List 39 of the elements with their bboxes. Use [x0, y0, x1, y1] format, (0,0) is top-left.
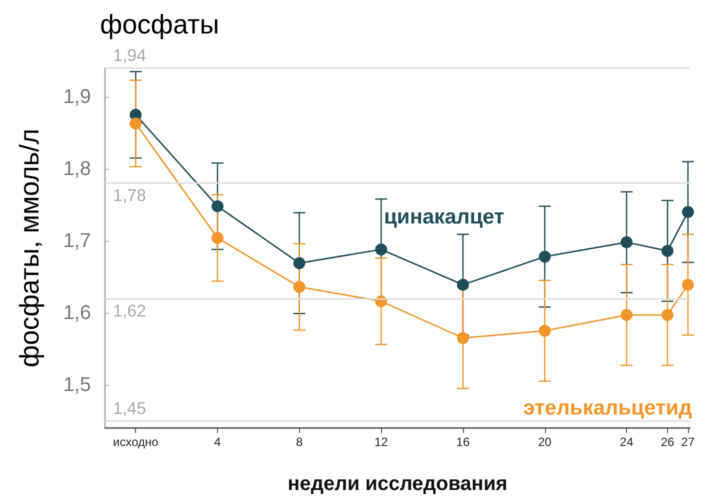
series-label: цинакалцет	[384, 206, 504, 228]
x-tick-label: 26	[660, 435, 674, 449]
y-axis-title: фосфаты, ммоль/л	[14, 128, 44, 368]
point	[682, 278, 694, 291]
y-tick-label: 1,8	[63, 158, 91, 180]
y-tick-label: 1,7	[63, 230, 91, 252]
x-tick-label: исходно	[113, 435, 159, 449]
x-tick-label: 20	[538, 435, 552, 449]
text: этелькальцетид	[523, 396, 692, 420]
point	[375, 243, 388, 256]
point	[293, 257, 306, 270]
point	[620, 236, 633, 248]
point	[682, 206, 694, 218]
y-tick-label: 1,6	[63, 302, 91, 324]
y-tick-label: 1,5	[63, 374, 91, 396]
x-tick-label: 8	[296, 435, 303, 449]
ref-line-label: 1,78	[113, 186, 146, 206]
point	[212, 232, 224, 244]
point	[212, 200, 224, 212]
point	[130, 117, 142, 130]
x-tick-label: 12	[374, 435, 388, 449]
ref-line-label: 1,94	[113, 46, 146, 65]
point	[293, 280, 306, 293]
ref-line-label: 1,45	[113, 398, 146, 418]
x-tick-label: 16	[456, 435, 470, 449]
ref-line-label: 1,62	[113, 301, 146, 320]
x-tick-label: 4	[214, 435, 222, 449]
point	[662, 308, 674, 321]
x-axis-title: недели исследования	[288, 473, 508, 495]
point	[456, 332, 469, 344]
chart-title: фосфаты	[100, 10, 220, 40]
point	[538, 250, 551, 263]
point	[538, 324, 551, 337]
y-tick-label: 1,9	[63, 86, 91, 108]
x-tick-label: 27	[681, 435, 695, 449]
point	[662, 244, 674, 257]
point	[620, 308, 633, 321]
x-tick-label: 24	[620, 435, 634, 449]
point	[456, 278, 469, 291]
